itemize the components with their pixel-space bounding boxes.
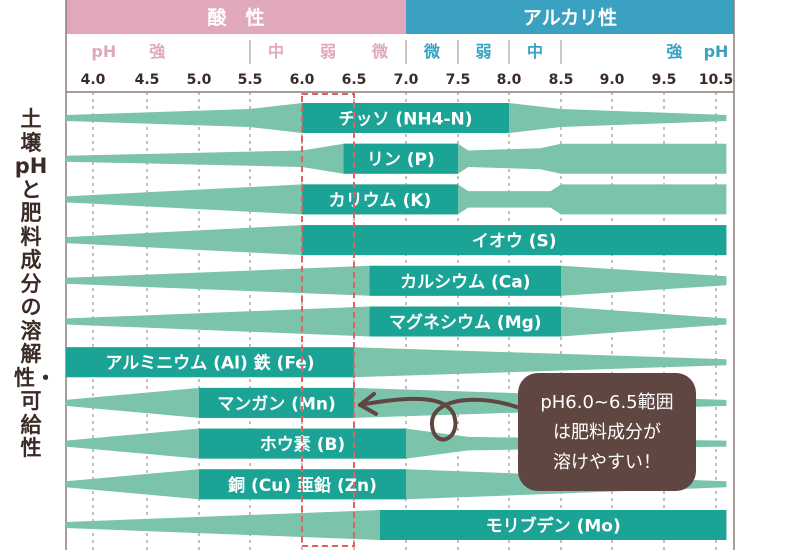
nutrient-label: リン (P) [367,150,435,170]
alkali-header-bar [406,0,734,34]
nutrient-label-bar [369,265,561,296]
ph-tick-label: 4.5 [135,72,160,88]
ph-tick-label: 7.0 [394,72,419,88]
ph-tick-label: 7.5 [446,72,471,88]
callout-arrow-head [358,391,378,416]
alkali-header-label: アルカリ性 [523,6,617,29]
nutrient-label-bar [369,306,561,337]
nutrient-label-bar [380,510,727,540]
nutrient-label-bar [66,347,354,378]
ph-tick-label: 10.5 [699,72,734,88]
strength-label: 微 [371,42,389,61]
strength-label: 弱 [320,42,336,61]
strength-label: 強 [666,42,682,61]
callout-bubble [518,373,696,491]
nutrient-label: カルシウム (Ca) [400,272,530,292]
ph-tick-label: 6.5 [342,72,367,88]
ph-tick-label: 9.5 [652,72,677,88]
ph-tick-label: 4.0 [81,72,106,88]
nutrient-label: イオウ (S) [472,232,557,252]
ph-tick-label: 9.0 [600,72,625,88]
acid-header-label: 酸 性 [207,6,264,29]
strength-label: pH [704,42,729,61]
optimal-range-box [301,93,355,547]
nutrient-label-bar [199,387,354,418]
acid-header-bar [66,0,406,34]
nutrient-label: アルミニウム (Al) 鉄 (Fe) [105,353,314,374]
ph-tick-label: 8.0 [497,72,522,88]
nutrient-label: マグネシウム (Mg) [389,312,542,333]
strength-label: 中 [527,42,543,61]
nutrient-label-bar [302,103,509,133]
nutrient-label-bar [199,428,406,459]
callout-arrow-curve [358,396,527,442]
nutrient-label: モリブデン (Mo) [486,516,621,537]
strength-label: 強 [149,42,165,61]
strength-label: 中 [268,42,284,61]
callout-text-line: は肥料成分が [553,422,661,443]
ph-tick-label: 5.0 [187,72,212,88]
nutrient-label-bar [199,469,406,500]
side-title: 土壌pHと肥料成分の溶解性・可給性 [14,107,56,460]
strength-label: pH [91,42,116,61]
strength-label: 弱 [475,42,491,61]
ph-tick-label: 8.5 [549,72,574,88]
ph-tick-label: 6.0 [290,72,315,88]
nutrient-label-bar [302,225,727,256]
nutrient-label: 銅 (Cu) 亜鉛 (Zn) [228,475,377,496]
nutrient-label: カリウム (K) [329,191,432,211]
nutrient-label: ホウ素 (B) [260,435,345,455]
callout-text-line: pH6.0~6.5範囲 [540,392,673,413]
nutrient-label-bar [302,184,458,215]
nutrient-label: チッソ (NH4-N) [338,110,472,130]
strength-label: 微 [423,42,441,61]
nutrient-label: マンガン (Mn) [217,394,335,414]
callout-text-line: 溶けやすい！ [553,452,661,473]
nutrient-label-bar [343,143,458,174]
ph-tick-label: 5.5 [238,72,263,88]
